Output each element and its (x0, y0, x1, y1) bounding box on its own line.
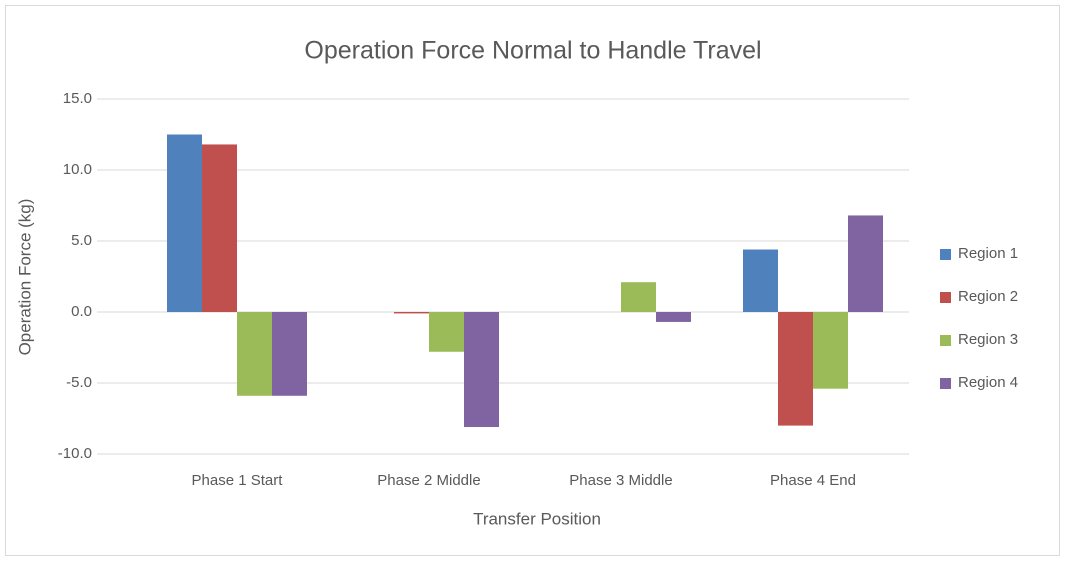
bar (237, 312, 272, 396)
bar (202, 144, 237, 312)
x-tick-label: Phase 3 Middle (569, 472, 672, 489)
chart-title: Operation Force Normal to Handle Travel (304, 37, 761, 65)
legend-swatch (940, 335, 951, 346)
y-tick-label: 10.0 (63, 161, 92, 178)
chart-border (5, 5, 1060, 556)
legend-label: Region 4 (958, 374, 1018, 391)
x-tick-label: Phase 2 Middle (377, 472, 480, 489)
legend-label: Region 3 (958, 331, 1018, 348)
x-tick-label: Phase 4 End (770, 472, 856, 489)
legend-swatch (940, 292, 951, 303)
y-axis-title: Operation Force (kg) (15, 199, 34, 356)
bar (848, 215, 883, 312)
y-tick-label: 5.0 (71, 232, 92, 249)
legend-label: Region 1 (958, 245, 1018, 262)
bar (272, 312, 307, 396)
bar (743, 249, 778, 312)
y-tick-label: 0.0 (71, 303, 92, 320)
bar (621, 282, 656, 312)
x-tick-label: Phase 1 Start (192, 472, 284, 489)
y-tick-label: -10.0 (58, 445, 92, 462)
bar (813, 312, 848, 389)
legend-label: Region 2 (958, 288, 1018, 305)
legend-swatch (940, 378, 951, 389)
bar (394, 312, 429, 314)
bar (656, 312, 691, 322)
bar (778, 312, 813, 426)
bar (429, 312, 464, 352)
y-tick-label: 15.0 (63, 90, 92, 107)
x-axis-title: Transfer Position (473, 509, 601, 528)
legend-swatch (940, 249, 951, 260)
bar (464, 312, 499, 428)
y-tick-label: -5.0 (66, 374, 92, 391)
bar (167, 134, 202, 312)
